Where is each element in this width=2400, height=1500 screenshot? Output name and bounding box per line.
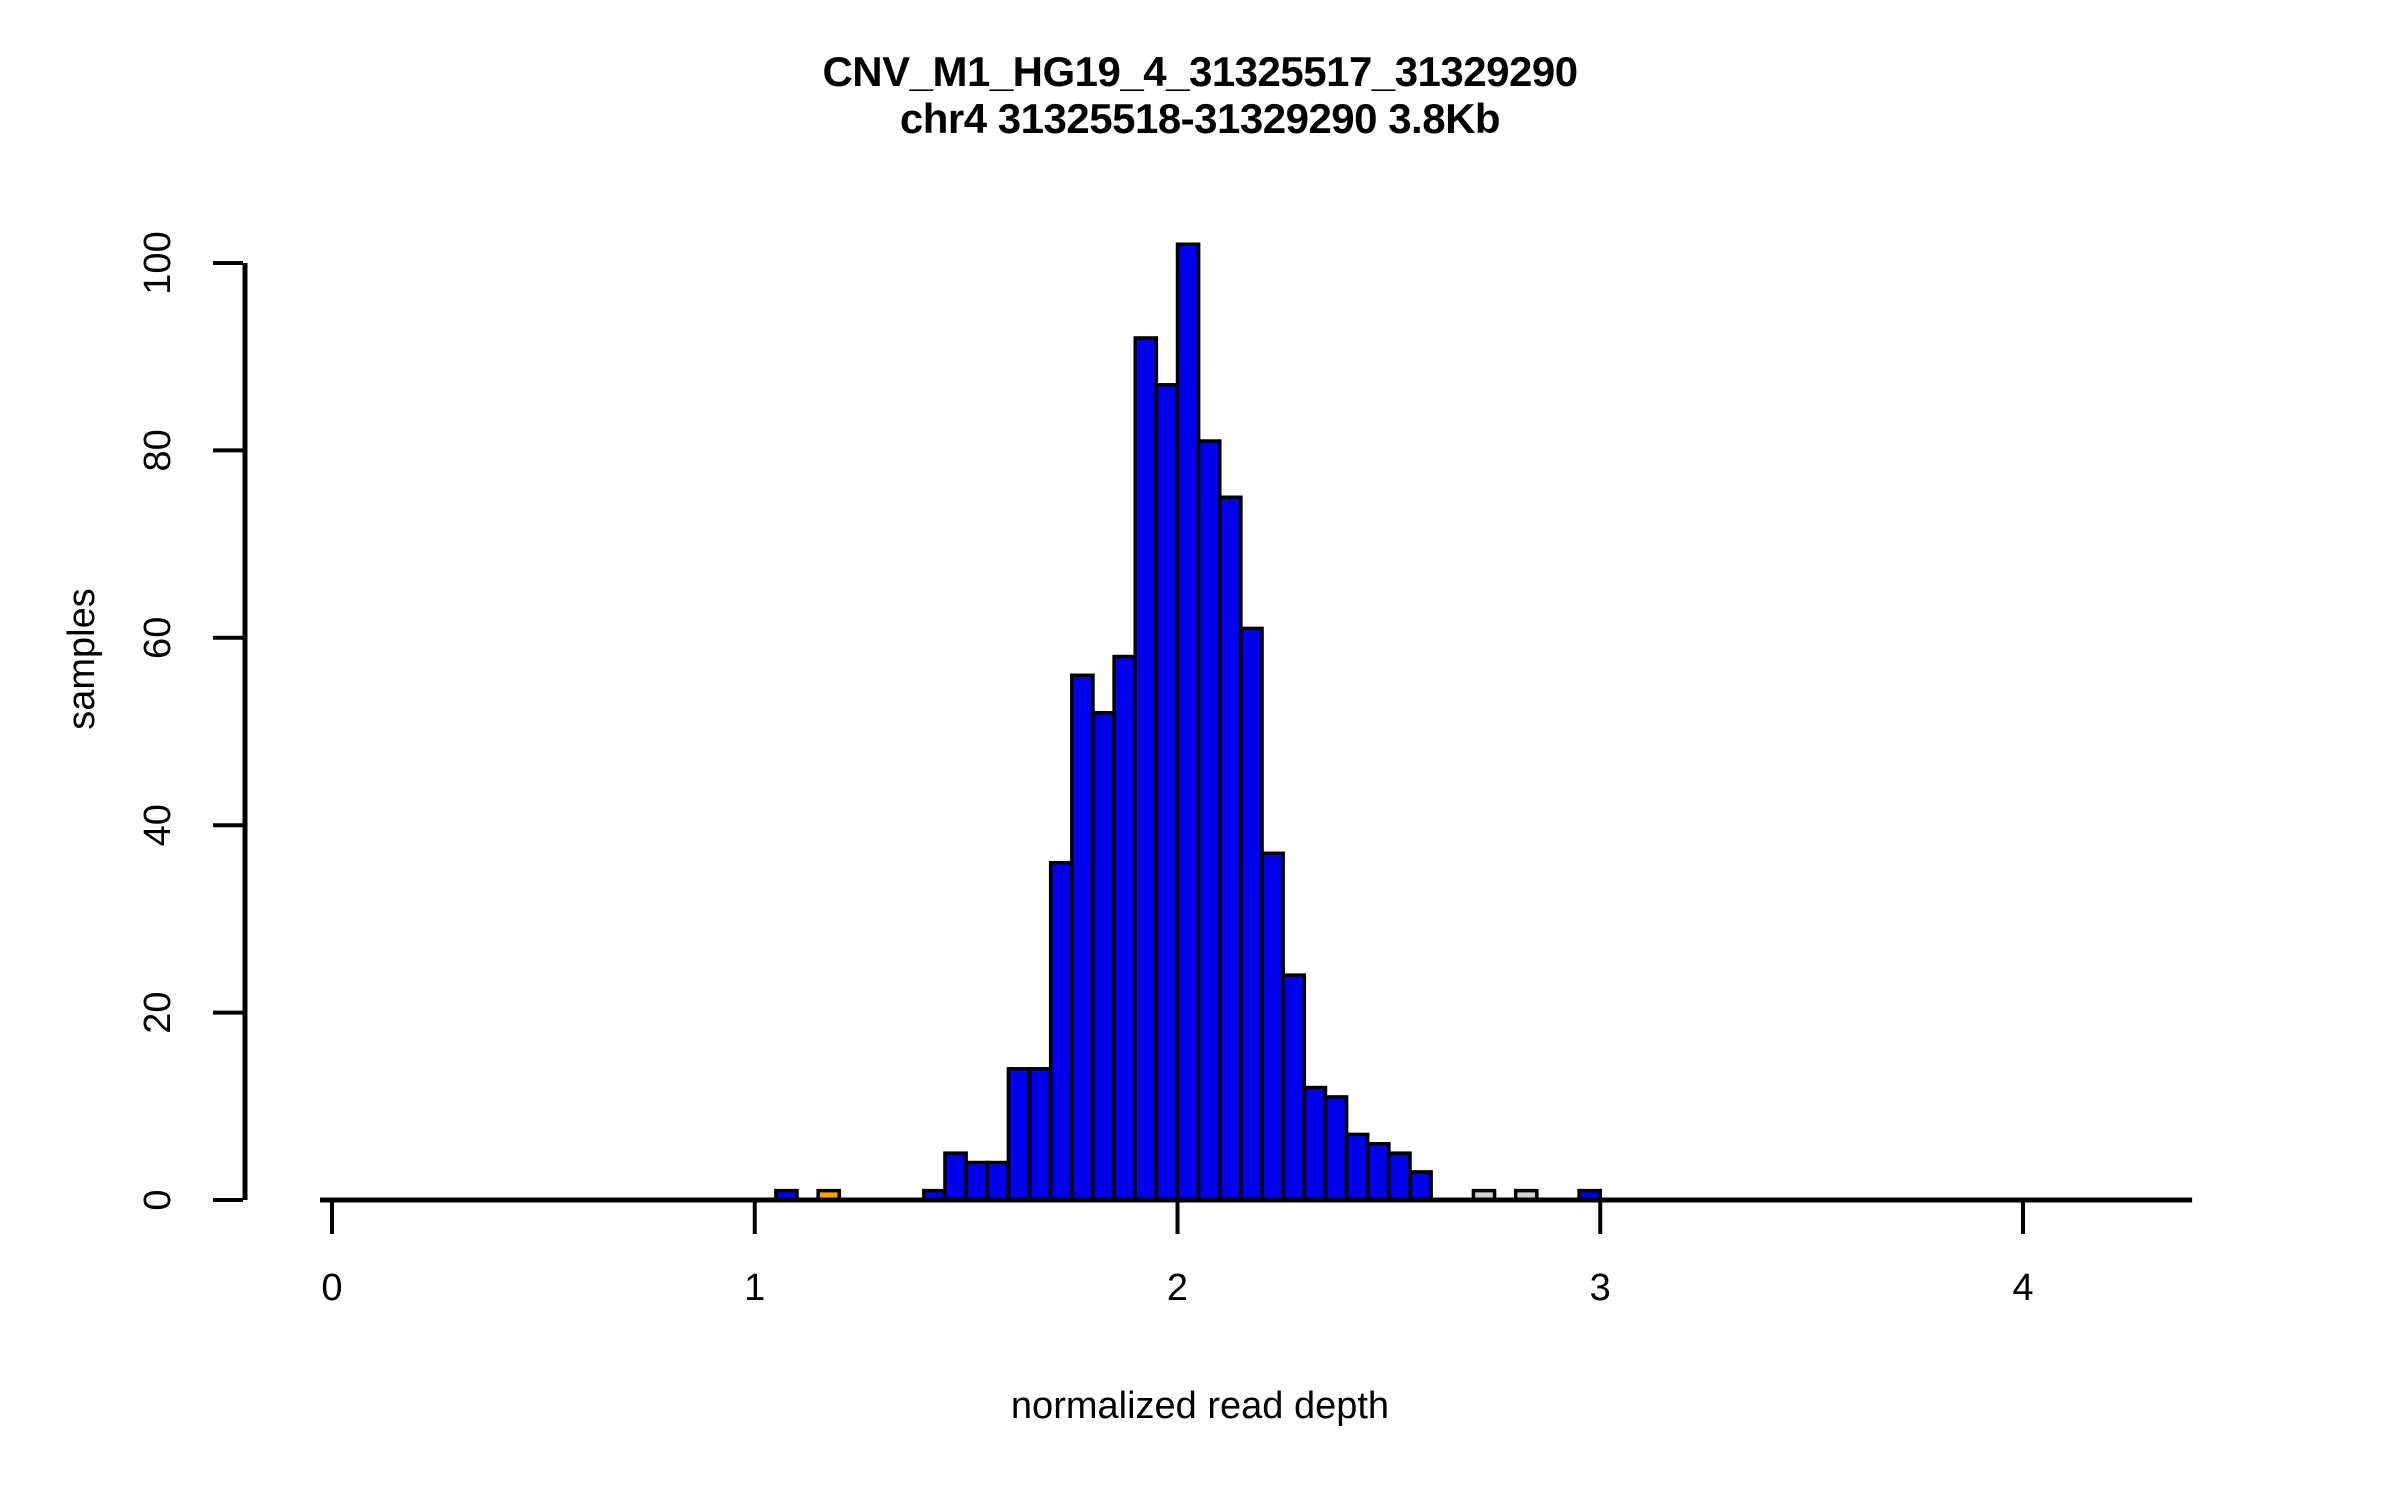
histogram-bar [1112,654,1137,1202]
x-tick-label: 1 [744,1267,765,1309]
histogram-bar [1239,626,1264,1202]
y-tick-label: 60 [137,617,179,659]
histogram-bar [1048,860,1074,1202]
histogram-bar [1175,242,1201,1202]
y-tick-label: 40 [137,804,179,846]
y-tick-label: 100 [137,231,179,294]
y-tick-label: 0 [137,1189,179,1210]
y-tick-label: 80 [137,429,179,471]
histogram-bars [774,242,1603,1202]
title-line-1: CNV_M1_HG19_4_31325517_31329290 [822,48,1578,95]
histogram-bar [1027,1067,1053,1202]
histogram-bar [985,1160,1011,1202]
histogram-bar [943,1151,968,1202]
histogram-bar [1218,495,1243,1202]
x-axis-label: normalized read depth [1010,1385,1390,1427]
histogram-bar [1365,1142,1391,1202]
x-tick-label: 2 [1167,1267,1188,1309]
histogram-bar [1133,336,1159,1202]
title-line-2: chr4 31325518-31329290 3.8Kb [899,95,1501,143]
y-tick-label: 20 [137,991,179,1033]
histogram-bar [964,1160,990,1202]
histogram-bar [1154,383,1180,1202]
histogram-bar [1196,439,1222,1202]
histogram-bar [1323,1095,1349,1202]
x-tick-label: 3 [1590,1267,1611,1309]
x-tick-label: 4 [2012,1267,2033,1309]
histogram-bar [1302,1085,1328,1202]
histogram-bar [1006,1067,1032,1202]
histogram-bar [1260,851,1285,1202]
chart-title: CNV_M1_HG19_4_31325517_31329290 chr4 313… [0,48,2400,142]
histogram-bar [1070,673,1095,1202]
histogram-bar [1281,973,1307,1202]
y-axis-label: samples [61,588,103,730]
x-tick-label: 0 [321,1267,342,1309]
histogram-bar [1408,1170,1433,1202]
histogram-bar [1091,711,1116,1202]
histogram-bar [1387,1151,1412,1202]
histogram-bar [1344,1132,1370,1202]
